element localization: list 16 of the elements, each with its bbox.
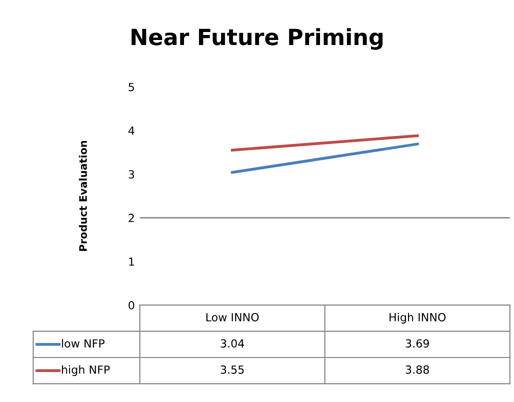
legend-label: low NFP [62, 339, 105, 348]
x-tick-label: High INNO [390, 312, 446, 324]
y-tick-label: 3 [128, 170, 134, 179]
y-axis-title: Product Evaluation [78, 140, 87, 251]
y-tick-label: 5 [128, 82, 134, 92]
data-label: 3.88 [406, 365, 429, 374]
chart-title: Near Future Priming [132, 28, 383, 50]
data-label: 3.04 [220, 339, 244, 348]
legend-label: high NFP [62, 365, 110, 376]
y-tick-label: 2 [128, 214, 134, 222]
x-tick-label: Low INNO [206, 313, 259, 322]
y-tick-label: 1 [129, 258, 134, 266]
data-label: 3.69 [406, 339, 429, 348]
data-label: 3.55 [220, 365, 244, 374]
y-tick-label: 4 [128, 126, 134, 135]
y-tick-label: 0 [128, 301, 134, 310]
